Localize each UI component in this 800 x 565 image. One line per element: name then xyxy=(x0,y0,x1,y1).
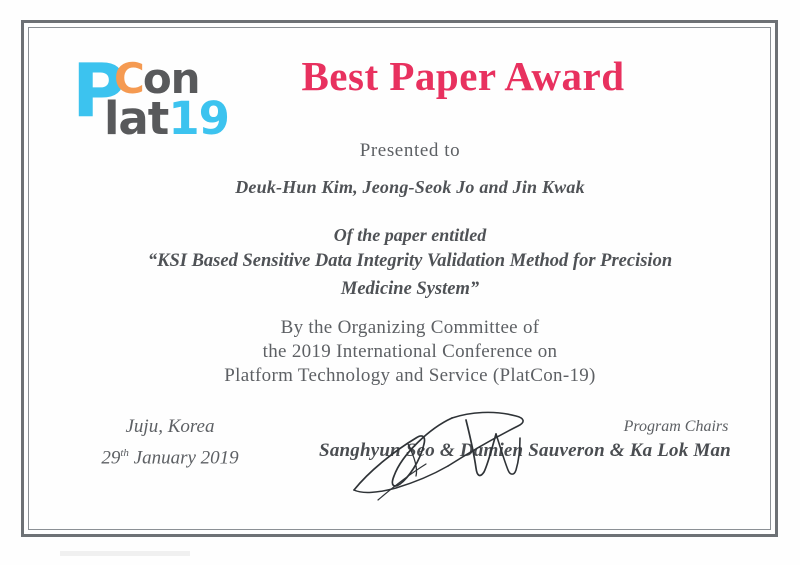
certificate-border-outer xyxy=(21,20,778,537)
logo-letters-lat: lat xyxy=(104,92,169,145)
date-ordinal-suffix: th xyxy=(120,447,129,459)
program-chairs-label: Program Chairs xyxy=(623,418,729,435)
logo-letter-c: C xyxy=(114,54,145,103)
program-chairs-names: Sanghyun Seo & Damien Sauveron & Ka Lok … xyxy=(319,440,731,461)
logo-text-lat19: lat19 xyxy=(104,96,230,141)
platcon19-logo: P Con lat19 xyxy=(72,48,230,144)
scan-artifact xyxy=(60,551,190,556)
date: 29th January 2019 xyxy=(55,440,285,471)
paper-title-line-1: “KSI Based Sensitive Data Integrity Vali… xyxy=(147,251,673,271)
certificate-border-inner xyxy=(28,27,771,530)
issuing-body: By the Organizing Committee of the 2019 … xyxy=(130,316,690,388)
paper-title-line-2: Medicine System” xyxy=(340,279,480,299)
recipient-names: Deuk-Hun Kim, Jeong-Seok Jo and Jin Kwak xyxy=(235,177,585,197)
award-title: Best Paper Award xyxy=(301,53,625,99)
logo-letter-p: P xyxy=(72,48,126,134)
paper-entitled-label: Of the paper entitled xyxy=(333,225,487,245)
place: Juju, Korea xyxy=(125,416,215,437)
issuer-line-1: By the Organizing Committee of xyxy=(280,317,540,338)
paper-title: “KSI Based Sensitive Data Integrity Vali… xyxy=(70,247,750,303)
issuer-line-2: the 2019 International Conference on xyxy=(262,341,558,362)
date-day: 29 xyxy=(101,447,121,469)
presented-to-label: Presented to xyxy=(359,140,461,161)
logo-year-19: 19 xyxy=(168,92,230,145)
logo-letters-on: on xyxy=(142,54,201,103)
date-rest: January 2019 xyxy=(128,447,239,469)
place-and-date: Juju, Korea 29th January 2019 xyxy=(55,414,285,471)
issuer-line-3: Platform Technology and Service (PlatCon… xyxy=(224,365,596,386)
logo-text-con: Con xyxy=(114,58,201,100)
